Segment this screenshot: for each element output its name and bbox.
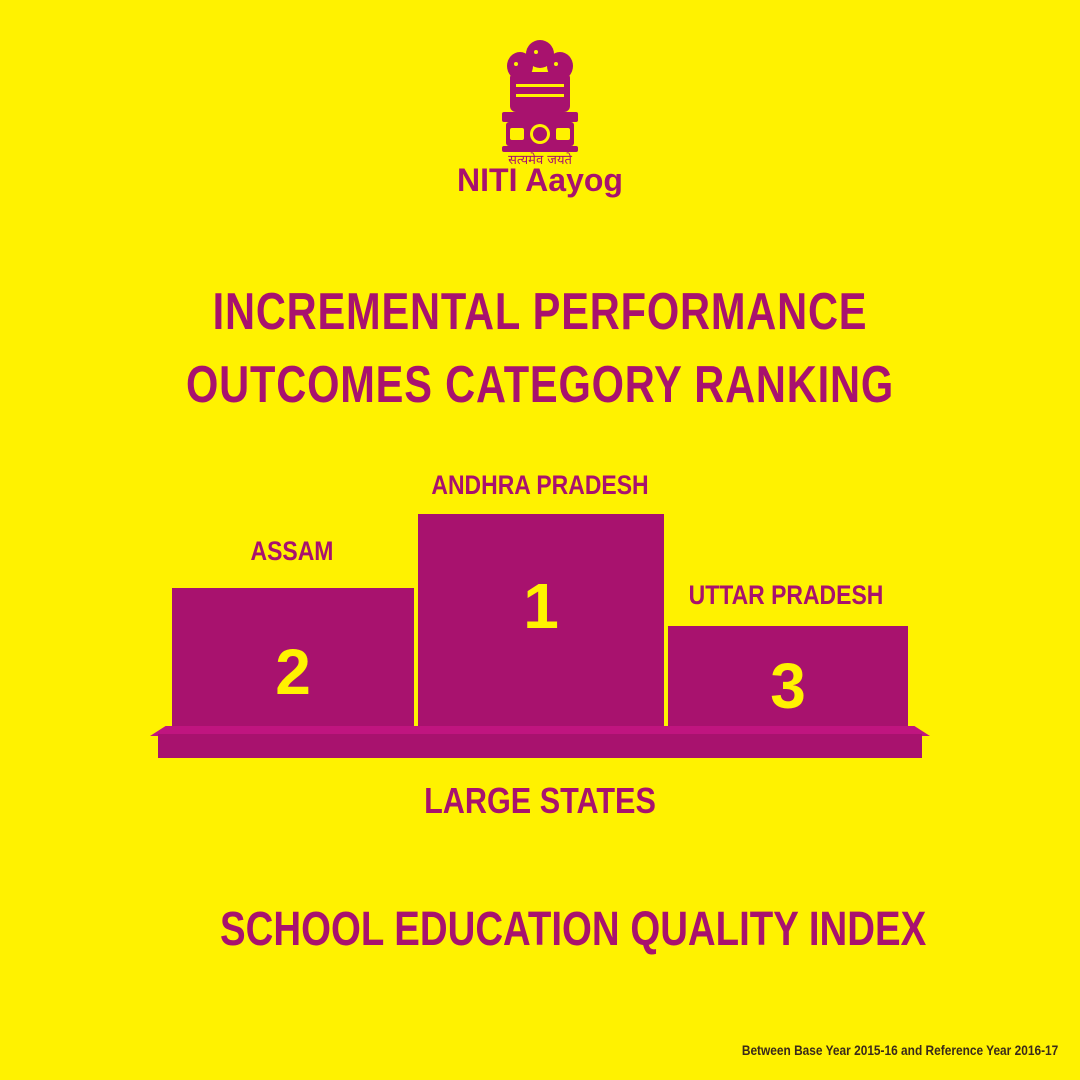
footnote: Between Base Year 2015-16 and Reference … xyxy=(741,1042,1058,1058)
podium-label-rank-2: ASSAM xyxy=(250,536,334,566)
podium-base xyxy=(158,734,922,758)
podium-rank-1: 1 xyxy=(523,570,559,642)
podium-label-rank-1: ANDHRA PRADESH xyxy=(431,470,649,500)
index-title: SCHOOL EDUCATION QUALITY INDEX xyxy=(220,903,927,956)
podium-rank-2: 2 xyxy=(275,636,311,708)
podium-label-rank-3: UTTAR PRADESH xyxy=(688,580,884,610)
podium-block-rank-3: 3 xyxy=(668,626,908,738)
category-label: LARGE STATES xyxy=(424,780,656,821)
ashoka-emblem-icon xyxy=(502,40,578,152)
org-name: NITI Aayog xyxy=(457,162,623,198)
podium-base-top xyxy=(150,726,930,736)
headline-line-1: INCREMENTAL PERFORMANCE xyxy=(212,283,868,341)
emblem-motto: सत्यमेव जयते xyxy=(508,153,572,168)
podium-block-rank-2: 2 xyxy=(172,588,414,738)
headline-line-2: OUTCOMES CATEGORY RANKING xyxy=(186,356,894,414)
podium-rank-3: 3 xyxy=(770,650,806,722)
podium-block-rank-1: 1 xyxy=(418,514,664,738)
